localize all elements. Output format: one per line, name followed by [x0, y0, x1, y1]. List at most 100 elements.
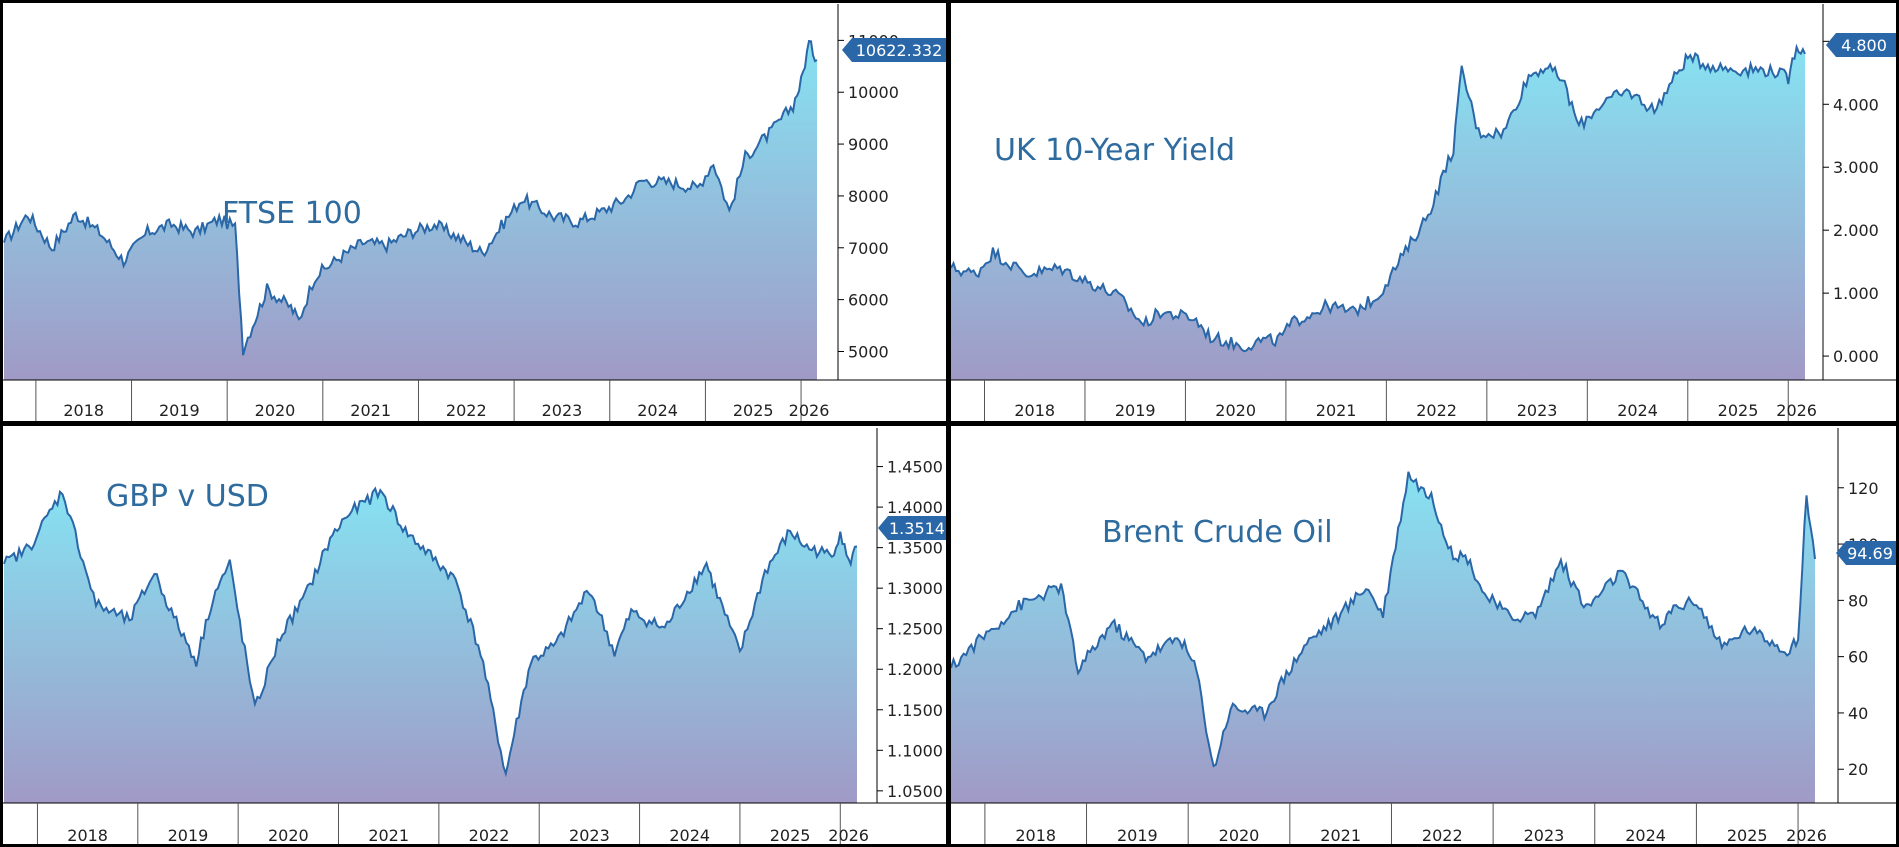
ftse-last-value: 10622.332	[856, 41, 943, 60]
y-tick-label-40: 40	[1848, 704, 1868, 723]
x-tick-label-2023: 2023	[569, 826, 610, 845]
x-tick-label-2025: 2025	[1718, 401, 1759, 420]
panel-frame	[948, 423, 1899, 847]
uk-yield-line	[950, 43, 1806, 353]
chart-panel-brent: 2018 2019 2020 2021 2022 2023 2024 2025 2026 20 4…	[948, 424, 1899, 847]
brent-area-fill	[951, 471, 1815, 803]
x-tick-label-2022: 2022	[469, 826, 510, 845]
x-tick-label-2025: 2025	[733, 401, 774, 420]
ftse-chart-title: FTSE 100	[222, 196, 362, 231]
x-tick-label-2024: 2024	[669, 826, 710, 845]
ftse-x-axis: 2018 2019 2020 2021 2022 2023 2024 2025 2026	[0, 379, 948, 422]
x-tick-label-2021: 2021	[350, 401, 391, 420]
gbpusd-line	[3, 486, 858, 778]
x-tick-label-2025: 2025	[770, 826, 811, 845]
y-tick-label-5000: 5000	[848, 342, 889, 361]
brent-x-axis: 2018 2019 2020 2021 2022 2023 2024 2025 2026	[948, 802, 1899, 845]
x-tick-label-2020: 2020	[268, 826, 309, 845]
gbpusd-last-value-tag: 1.3514	[878, 516, 950, 540]
gbpusd-y-axis: 1.0500 1.1000 1.1500 1.2000 1.2500 1.3000 1.35…	[876, 428, 943, 803]
last-value-tag-shape	[1826, 33, 1899, 57]
y-tick-label-1.3500: 1.3500	[887, 539, 943, 558]
x-tick-label-2019: 2019	[1115, 401, 1156, 420]
y-tick-label-1.4500: 1.4500	[887, 458, 943, 477]
x-tick-label-2023: 2023	[542, 401, 583, 420]
chart-panel-uk-yield: 2018 2019 2020 2021 2022 2023 2024 2025 2026 0.0…	[948, 0, 1899, 424]
uk-yield-last-value-tag: 4.800	[1826, 33, 1899, 57]
gbpusd-area-fill	[4, 488, 857, 803]
x-tick-label-2023: 2023	[1524, 826, 1565, 845]
x-tick-label-2026: 2026	[789, 401, 830, 420]
y-tick-label-1.2000: 1.2000	[887, 660, 943, 679]
y-tick-label-1.0500: 1.0500	[887, 782, 943, 801]
y-tick-label-1.3000: 1.3000	[887, 579, 943, 598]
chart-panel-ftse: 2018 2019 2020 2021 2022 2023 2024 2025 2026 500…	[0, 0, 950, 424]
gbpusd-last-value: 1.3514	[889, 519, 945, 538]
chart-panel-gbpusd: 2018 2019 2020 2021 2022 2023 2024 2025 2026 1.0…	[0, 424, 950, 847]
y-tick-label-1.2500: 1.2500	[887, 620, 943, 639]
y-tick-label-1.1000: 1.1000	[887, 741, 943, 760]
ftse-y-axis: 500060007000800090001000011000	[837, 4, 899, 380]
brent-chart-title: Brent Crude Oil	[1102, 515, 1333, 550]
y-tick-label-80: 80	[1848, 591, 1868, 610]
y-tick-label-7000: 7000	[848, 239, 889, 258]
gbpusd-x-axis: 2018 2019 2020 2021 2022 2023 2024 2025 2026	[0, 802, 948, 845]
x-tick-label-2018: 2018	[67, 826, 108, 845]
y-tick-label-1.1500: 1.1500	[887, 701, 943, 720]
x-tick-label-2019: 2019	[168, 826, 209, 845]
brent-last-value-tag: 94.69	[1836, 541, 1899, 565]
last-value-tag-shape	[878, 516, 950, 540]
y-tick-label-3.000: 3.000	[1833, 158, 1879, 177]
y-tick-label-120: 120	[1848, 479, 1879, 498]
x-tick-label-2024: 2024	[1625, 826, 1666, 845]
x-tick-label-2021: 2021	[1320, 826, 1361, 845]
uk-yield-last-value: 4.800	[1841, 36, 1887, 55]
panel-frame	[0, 0, 949, 424]
x-tick-label-2021: 2021	[1316, 401, 1357, 420]
x-tick-label-2022: 2022	[446, 401, 487, 420]
y-tick-label-6000: 6000	[848, 291, 889, 310]
x-tick-label-2025: 2025	[1727, 826, 1768, 845]
ftse-last-value-tag: 10622.332	[842, 38, 950, 62]
y-tick-label-0.000: 0.000	[1833, 347, 1879, 366]
uk-yield-x-axis: 2018 2019 2020 2021 2022 2023 2024 2025 2026	[948, 379, 1899, 422]
x-tick-label-2023: 2023	[1517, 401, 1558, 420]
y-tick-label-10000: 10000	[848, 83, 899, 102]
x-tick-label-2019: 2019	[1117, 826, 1158, 845]
brent-price-line	[950, 471, 1816, 768]
x-tick-label-2019: 2019	[159, 401, 200, 420]
x-tick-label-2018: 2018	[1014, 401, 1055, 420]
x-tick-label-2018: 2018	[1015, 826, 1056, 845]
last-value-tag-shape	[842, 38, 950, 62]
x-tick-label-2024: 2024	[637, 401, 678, 420]
x-tick-label-2020: 2020	[255, 401, 296, 420]
brent-last-value: 94.69	[1847, 544, 1893, 563]
y-tick-label-4.000: 4.000	[1833, 95, 1879, 114]
y-tick-label-8000: 8000	[848, 187, 889, 206]
y-tick-label-20: 20	[1848, 760, 1868, 779]
x-tick-label-2020: 2020	[1215, 401, 1256, 420]
x-tick-label-2026: 2026	[828, 826, 869, 845]
panel-frame	[948, 0, 1899, 424]
y-tick-label-60: 60	[1848, 648, 1868, 667]
gbpusd-chart-title: GBP v USD	[106, 479, 269, 514]
x-tick-label-2022: 2022	[1422, 826, 1463, 845]
ftse-area-fill	[4, 41, 817, 380]
x-tick-label-2024: 2024	[1617, 401, 1658, 420]
y-tick-label-1.4000: 1.4000	[887, 498, 943, 517]
x-tick-label-2022: 2022	[1416, 401, 1457, 420]
x-tick-label-2018: 2018	[63, 401, 104, 420]
last-value-tag-shape	[1836, 541, 1899, 565]
x-tick-label-2020: 2020	[1219, 826, 1260, 845]
y-tick-label-9000: 9000	[848, 135, 889, 154]
ftse-price-line	[3, 39, 818, 356]
y-tick-label-2.000: 2.000	[1833, 221, 1879, 240]
x-tick-label-2026: 2026	[1776, 401, 1817, 420]
uk-yield-area-fill	[951, 47, 1805, 380]
panel-frame	[0, 423, 949, 847]
uk-yield-chart-title: UK 10-Year Yield	[994, 133, 1235, 168]
x-tick-label-2026: 2026	[1786, 826, 1827, 845]
x-tick-label-2021: 2021	[368, 826, 409, 845]
y-tick-label-1.000: 1.000	[1833, 284, 1879, 303]
